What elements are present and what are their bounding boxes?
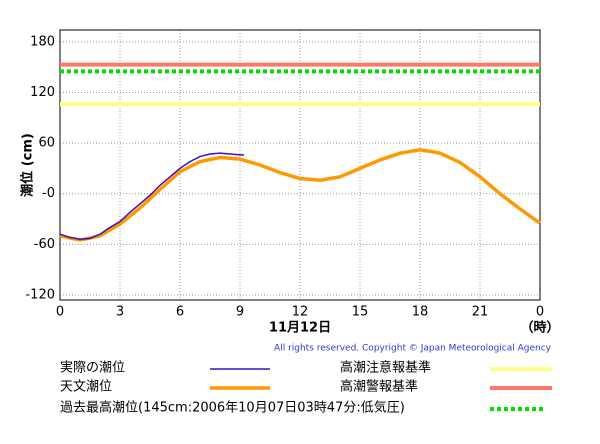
y-tick-label: 120 [30, 85, 55, 100]
legend-label: 天文潮位 [60, 380, 112, 395]
y-tick-label: -0 [42, 186, 55, 201]
legend-label: 高潮警報基準 [340, 379, 418, 395]
y-tick-label: 180 [30, 34, 55, 49]
plot-frame [59, 29, 541, 301]
legend-label: 過去最高潮位(145cm:2006年10月07日03時47分:低気圧) [60, 400, 405, 416]
copyright: All rights reserved. Copyright © Japan M… [274, 344, 552, 354]
y-tick-label: 60 [38, 136, 55, 151]
x-tick-label: 9 [236, 305, 244, 320]
x-tick-label: 15 [352, 305, 369, 320]
y-axis-label: 潮位 (cm) [20, 133, 36, 197]
x-tick-label: 0 [56, 305, 64, 320]
x-unit: （時） [520, 320, 559, 336]
legend-label: 実際の潮位 [60, 360, 125, 376]
x-tick-label: 6 [176, 305, 184, 320]
series-line [59, 148, 542, 242]
x-tick-label: 0 [536, 305, 544, 320]
legend-label: 高潮注意報基準 [340, 360, 431, 376]
series-line [59, 152, 244, 241]
x-tick-label: 18 [412, 305, 429, 320]
y-tick-label: -60 [34, 237, 55, 252]
x-axis-label: 11月12日 [269, 321, 331, 336]
y-tick-label: -120 [25, 287, 55, 302]
x-tick-label: 21 [472, 305, 489, 320]
x-tick-label: 12 [292, 305, 309, 320]
x-tick-label: 3 [116, 305, 124, 320]
